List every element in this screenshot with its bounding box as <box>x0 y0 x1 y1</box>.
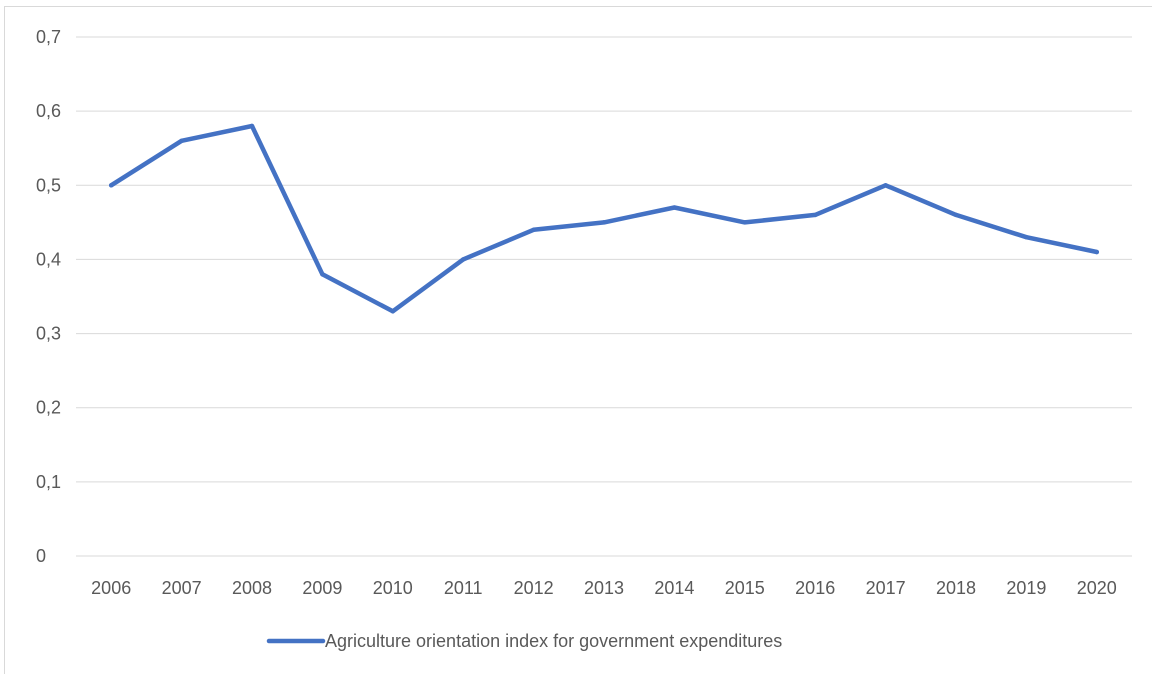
x-tick-label: 2006 <box>91 578 131 598</box>
y-tick-label: 0,4 <box>36 249 61 269</box>
data-point <box>883 183 888 188</box>
x-tick-label: 2008 <box>232 578 272 598</box>
series-line <box>108 123 1100 314</box>
y-tick-label: 0,2 <box>36 398 61 418</box>
data-point <box>179 138 184 143</box>
series-lines <box>108 123 1100 314</box>
data-point <box>109 183 114 188</box>
x-tick-label: 2018 <box>936 578 976 598</box>
legend: Agriculture orientation index for govern… <box>266 631 782 651</box>
x-tick-label: 2012 <box>514 578 554 598</box>
y-tick-label: 0,1 <box>36 472 61 492</box>
data-point <box>742 220 747 225</box>
data-point <box>249 123 255 129</box>
data-point <box>390 309 395 314</box>
x-tick-label: 2011 <box>444 578 483 598</box>
y-tick-label: 0 <box>36 546 46 566</box>
x-tick-label: 2015 <box>725 578 765 598</box>
gridlines <box>76 36 1132 557</box>
x-tick-label: 2016 <box>795 578 835 598</box>
y-tick-label: 0,5 <box>36 175 61 195</box>
chart-frame <box>4 6 1152 674</box>
y-tick-label: 0,7 <box>36 27 61 47</box>
data-point <box>953 212 959 218</box>
data-point <box>531 227 536 232</box>
x-tick-label: 2013 <box>584 578 624 598</box>
x-tick-label: 2017 <box>866 578 906 598</box>
data-point <box>1024 234 1029 240</box>
data-point <box>320 272 325 277</box>
legend-label: Agriculture orientation index for govern… <box>325 631 782 651</box>
data-point <box>1094 249 1100 255</box>
data-point <box>813 212 818 218</box>
x-tick-label: 2014 <box>654 578 694 598</box>
y-tick-label: 0,3 <box>36 324 61 344</box>
x-axis-tick-labels: 2006 2007 2008 2009 2010 2011 2012 2013 2014 2015… <box>91 578 1117 598</box>
data-point <box>601 220 607 225</box>
x-tick-label: 2007 <box>162 578 202 598</box>
x-tick-label: 2019 <box>1006 578 1046 598</box>
x-tick-label: 2010 <box>373 578 413 598</box>
x-tick-label: 2009 <box>302 578 342 598</box>
data-point <box>461 257 466 262</box>
y-axis-tick-labels: 0 0,1 0,2 0,3 0,4 0,5 0,6 0,7 <box>36 27 61 566</box>
data-point <box>672 205 677 210</box>
x-tick-label: 2020 <box>1077 578 1117 598</box>
y-tick-label: 0,6 <box>36 101 61 121</box>
